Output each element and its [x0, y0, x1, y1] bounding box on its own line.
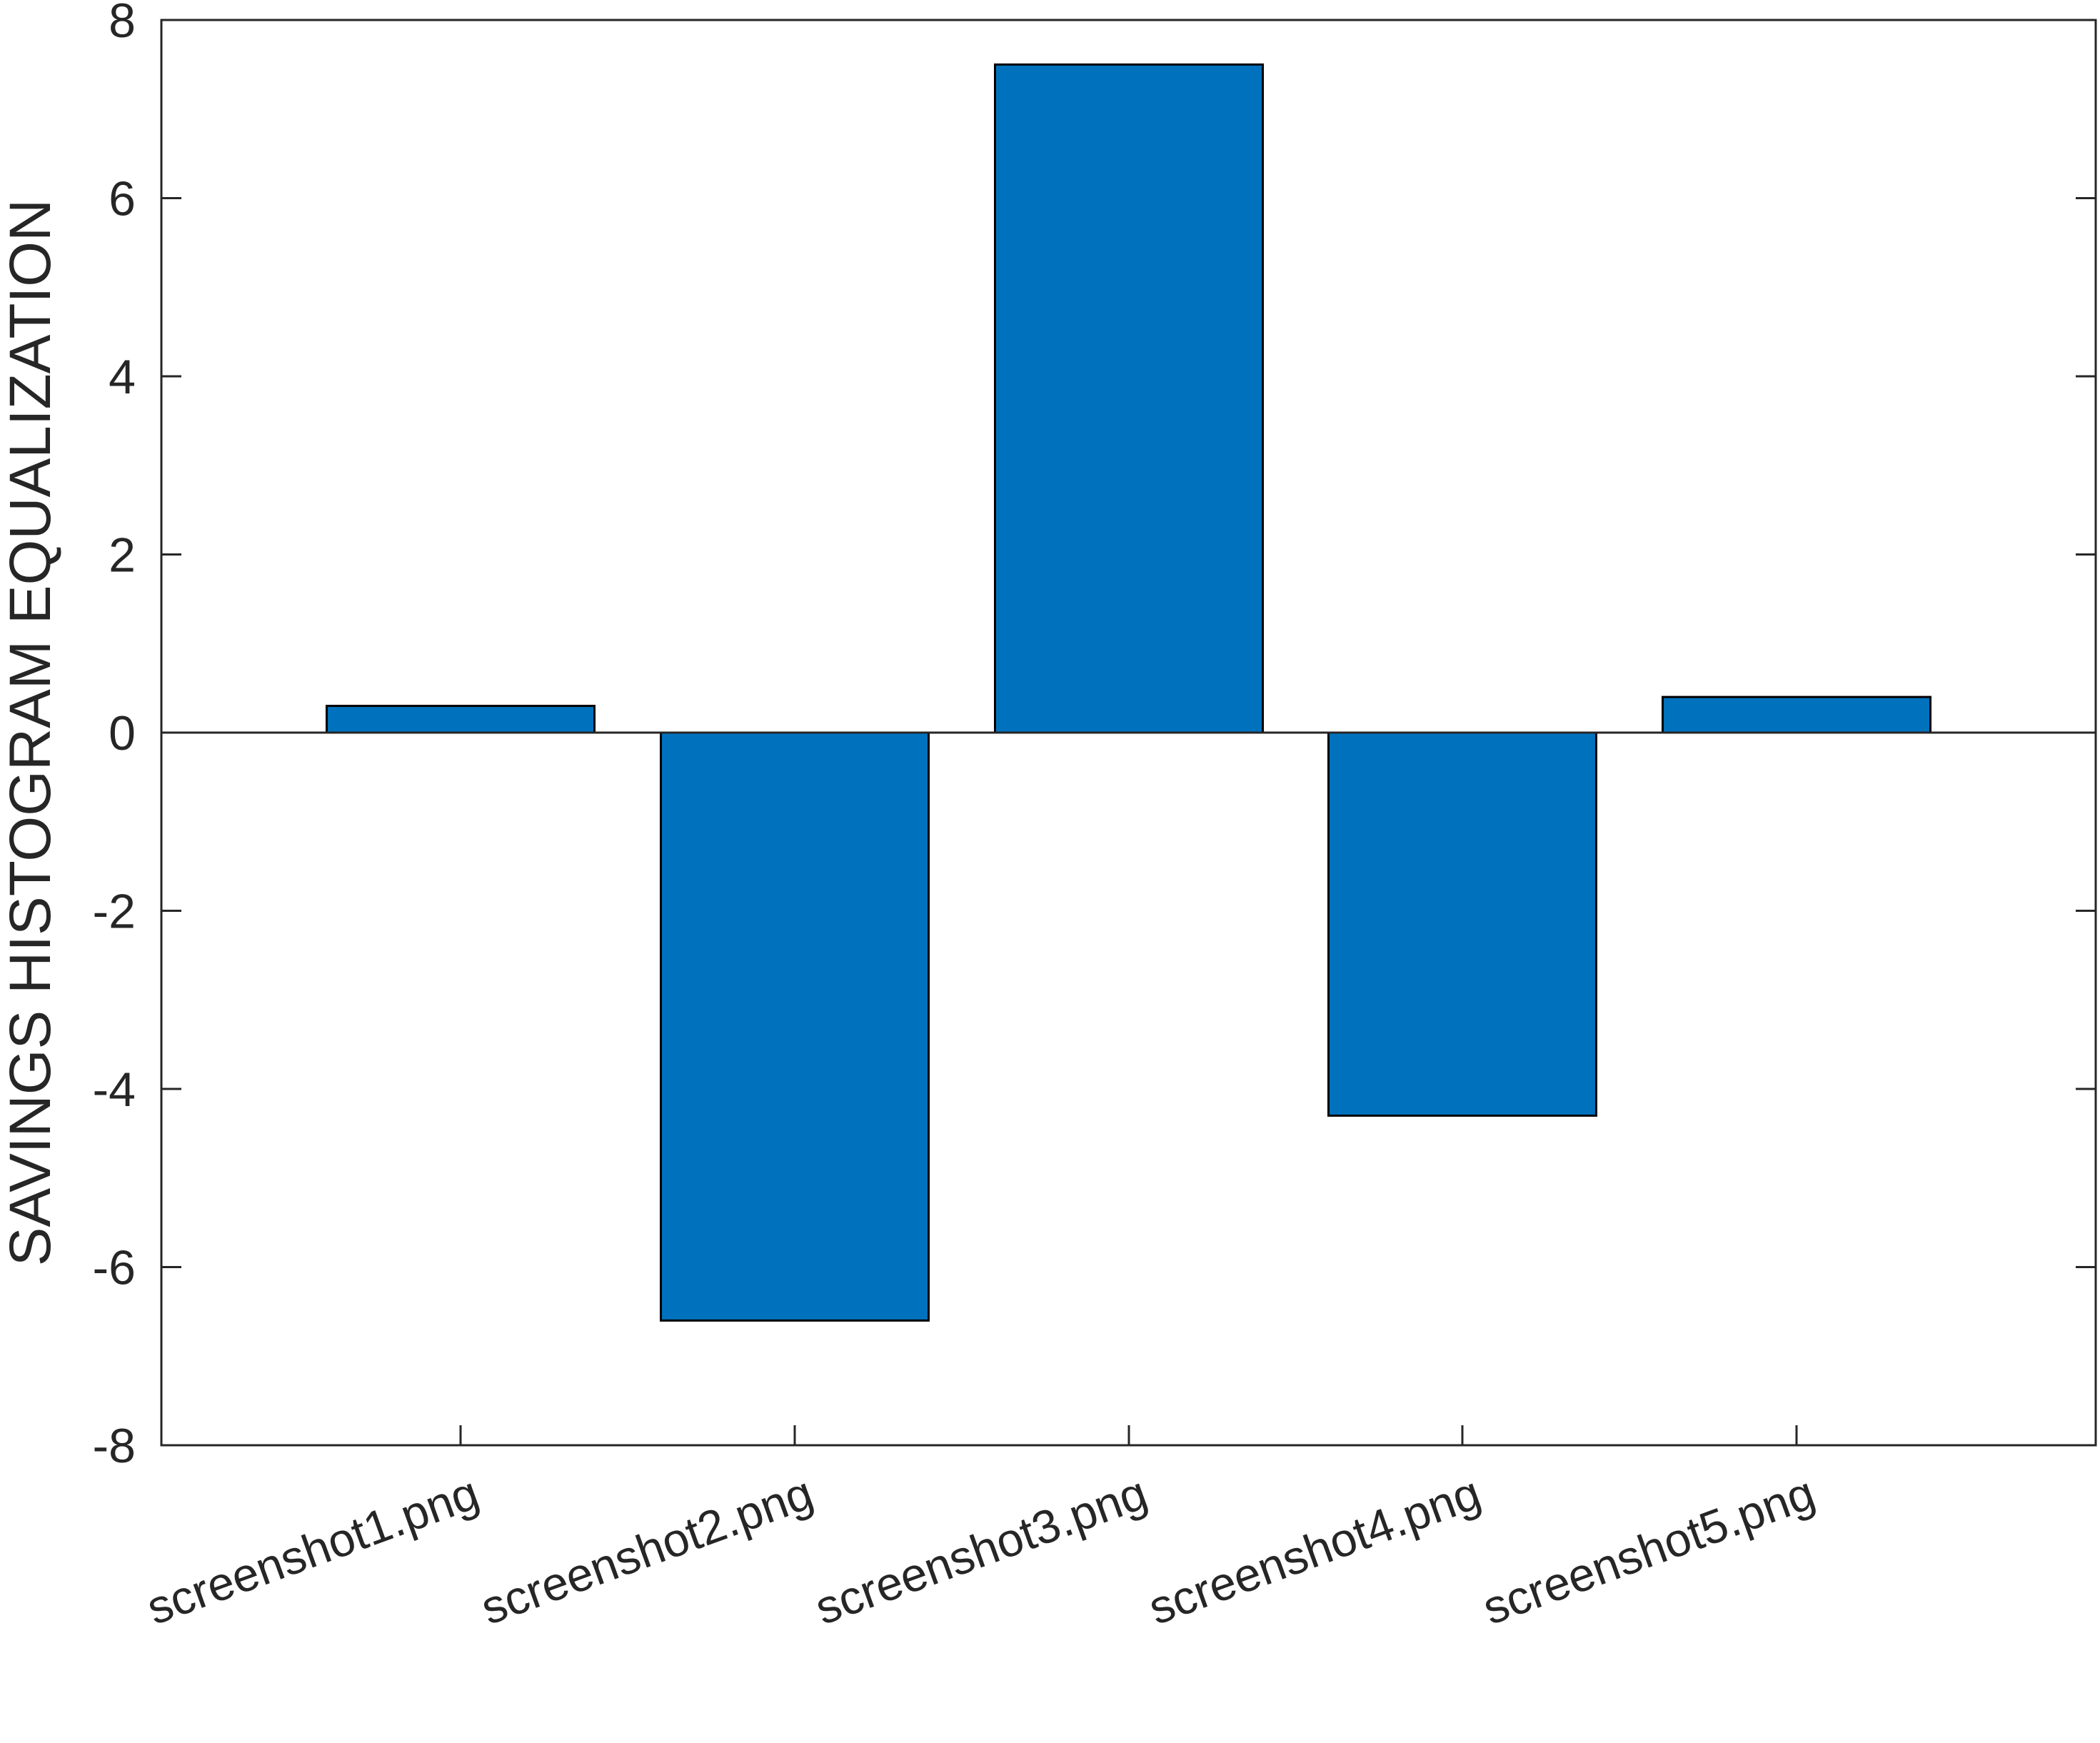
y-tick-label: 0	[109, 706, 136, 760]
y-tick-label: -2	[93, 885, 136, 939]
x-ticks: screenshot1.pngscreenshot2.pngscreenshot…	[140, 1425, 1822, 1634]
y-axis-label: SAVINGS HISTOGRAM EQUALIZATION	[0, 199, 63, 1266]
y-tick-label: 4	[109, 350, 136, 404]
x-tick-label: screenshot1.png	[140, 1466, 486, 1634]
x-tick-label: screenshot3.png	[808, 1466, 1154, 1634]
bar-5	[1662, 695, 1931, 734]
bar-1	[326, 705, 596, 734]
bar-3	[994, 63, 1264, 734]
x-tick-label: screenshot5.png	[1476, 1466, 1822, 1634]
x-tick-label: screenshot4.png	[1142, 1466, 1487, 1634]
y-tick-label: 6	[109, 172, 136, 226]
bar-4	[1327, 731, 1597, 1117]
y-tick-label: -8	[93, 1419, 136, 1473]
bars-layer	[326, 63, 1931, 1322]
x-tick-label: screenshot2.png	[474, 1466, 820, 1634]
bar-2	[660, 731, 930, 1322]
y-ticks: -8 -6 -4 -2 0 2 4 6 8	[93, 0, 2096, 1473]
y-tick-label: -6	[93, 1241, 136, 1295]
y-tick-label: -4	[93, 1063, 136, 1117]
y-tick-label: 8	[109, 0, 136, 48]
y-tick-label: 2	[109, 528, 136, 583]
